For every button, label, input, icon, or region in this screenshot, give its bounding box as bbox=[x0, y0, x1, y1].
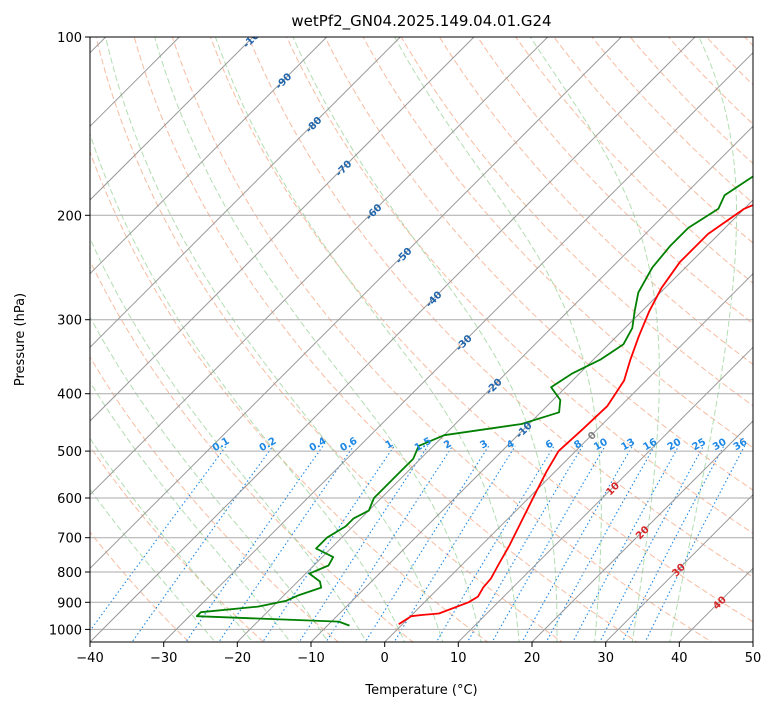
dry-adiabat-line bbox=[248, 37, 753, 578]
x-tick-label: 20 bbox=[524, 651, 541, 666]
mixing-ratio-line bbox=[262, 445, 395, 642]
skewed-isotherms bbox=[90, 37, 753, 642]
y-axis-label: Pressure (hPa) bbox=[13, 293, 28, 386]
y-tick-label: 700 bbox=[57, 532, 82, 547]
moist-adiabats bbox=[90, 37, 737, 642]
mixing-ratio-label: 1 bbox=[384, 438, 396, 451]
mixing-ratio-label: 3 bbox=[478, 438, 490, 451]
moist-adiabat-line bbox=[90, 488, 216, 642]
mixing-ratio-line bbox=[621, 445, 725, 642]
moist-adiabat-line bbox=[394, 37, 602, 642]
x-tick-label: −20 bbox=[224, 651, 251, 666]
isotherm-line bbox=[90, 37, 696, 642]
moist-adiabat-line bbox=[529, 37, 660, 642]
isotherm-line bbox=[457, 346, 753, 642]
dry-adiabat-line bbox=[324, 37, 753, 491]
dry-adiabat-line bbox=[362, 37, 753, 449]
y-tick-label: 600 bbox=[57, 492, 82, 507]
dry-adiabat-line bbox=[477, 37, 753, 325]
isotherm-line bbox=[90, 37, 401, 349]
x-tick-label: −30 bbox=[150, 651, 177, 666]
dewpoint-profile bbox=[195, 175, 753, 627]
mixing-ratio-line bbox=[644, 445, 746, 642]
y-tick-label: 200 bbox=[57, 209, 82, 224]
moist-adiabat-line bbox=[90, 237, 367, 642]
mixing-ratio-label: 6 bbox=[544, 438, 556, 451]
moist-adiabat-line bbox=[154, 37, 482, 642]
isotherm-line bbox=[310, 199, 753, 642]
isotherm-line bbox=[605, 493, 753, 642]
dry-adiabat-line bbox=[133, 37, 638, 642]
moist-adiabat-line bbox=[90, 437, 254, 642]
x-tick-label: 50 bbox=[745, 651, 762, 666]
x-axis-ticks: −40 −30 −20 −10 0 10 20 30 40 50 bbox=[76, 642, 761, 666]
dry-adiabat-line bbox=[90, 259, 414, 642]
dry-adiabat-line bbox=[171, 37, 713, 642]
y-tick-label: 300 bbox=[57, 314, 82, 329]
isotherm-line bbox=[90, 37, 622, 570]
y-axis-ticks: 100 200 300 400 500 600 700 800 900 1000 bbox=[49, 31, 90, 638]
x-tick-label: 10 bbox=[450, 651, 467, 666]
dry-adiabat-line bbox=[286, 37, 753, 534]
isotherm-line bbox=[384, 272, 753, 642]
isotherm-line bbox=[90, 37, 549, 496]
y-tick-label: 900 bbox=[57, 596, 82, 611]
y-tick-label: 100 bbox=[57, 31, 82, 46]
dry-adiabat-line bbox=[438, 37, 753, 366]
x-tick-label: 30 bbox=[597, 651, 614, 666]
moist-adiabat-line bbox=[669, 37, 737, 642]
mixing-ratio-label: 4 bbox=[505, 438, 517, 451]
temperature-profile bbox=[398, 204, 753, 625]
y-tick-label: 500 bbox=[57, 445, 82, 460]
y-tick-label: 800 bbox=[57, 566, 82, 581]
isotherm-line bbox=[236, 125, 753, 642]
y-tick-label: 400 bbox=[57, 388, 82, 403]
x-tick-label: −40 bbox=[76, 651, 103, 666]
x-tick-label: 0 bbox=[381, 651, 389, 666]
pressure-grid bbox=[90, 37, 753, 630]
moist-adiabat-line bbox=[292, 37, 558, 642]
moist-adiabat-line bbox=[90, 132, 406, 642]
isotherm-line bbox=[90, 37, 328, 275]
dry-adiabat-line bbox=[90, 356, 340, 642]
x-tick-label: −10 bbox=[297, 651, 324, 666]
isotherm-line bbox=[90, 37, 475, 422]
y-tick-label: 1000 bbox=[49, 623, 82, 638]
profile-lines bbox=[195, 175, 753, 627]
chart-title: wetPf2_GN04.2025.149.04.01.G24 bbox=[291, 12, 551, 31]
moist-adiabat-line bbox=[90, 315, 329, 642]
isotherm-line bbox=[531, 420, 753, 642]
dry-adiabat-line bbox=[95, 37, 564, 642]
dry-adiabat-line bbox=[90, 445, 265, 642]
dry-adiabat-line bbox=[209, 37, 753, 623]
mixing-ratio-line bbox=[218, 445, 355, 642]
isotherm-line bbox=[90, 37, 254, 201]
moist-adiabat-line bbox=[105, 37, 444, 642]
moist-adiabat-line bbox=[90, 381, 291, 642]
x-axis-label: Temperature (°C) bbox=[364, 683, 477, 698]
plot-frame bbox=[89, 36, 754, 643]
isotherm-line bbox=[163, 51, 753, 642]
mixing-ratio-label: 8 bbox=[572, 438, 584, 451]
x-tick-label: 40 bbox=[671, 651, 688, 666]
mixing-ratio-label: 2 bbox=[442, 438, 454, 451]
